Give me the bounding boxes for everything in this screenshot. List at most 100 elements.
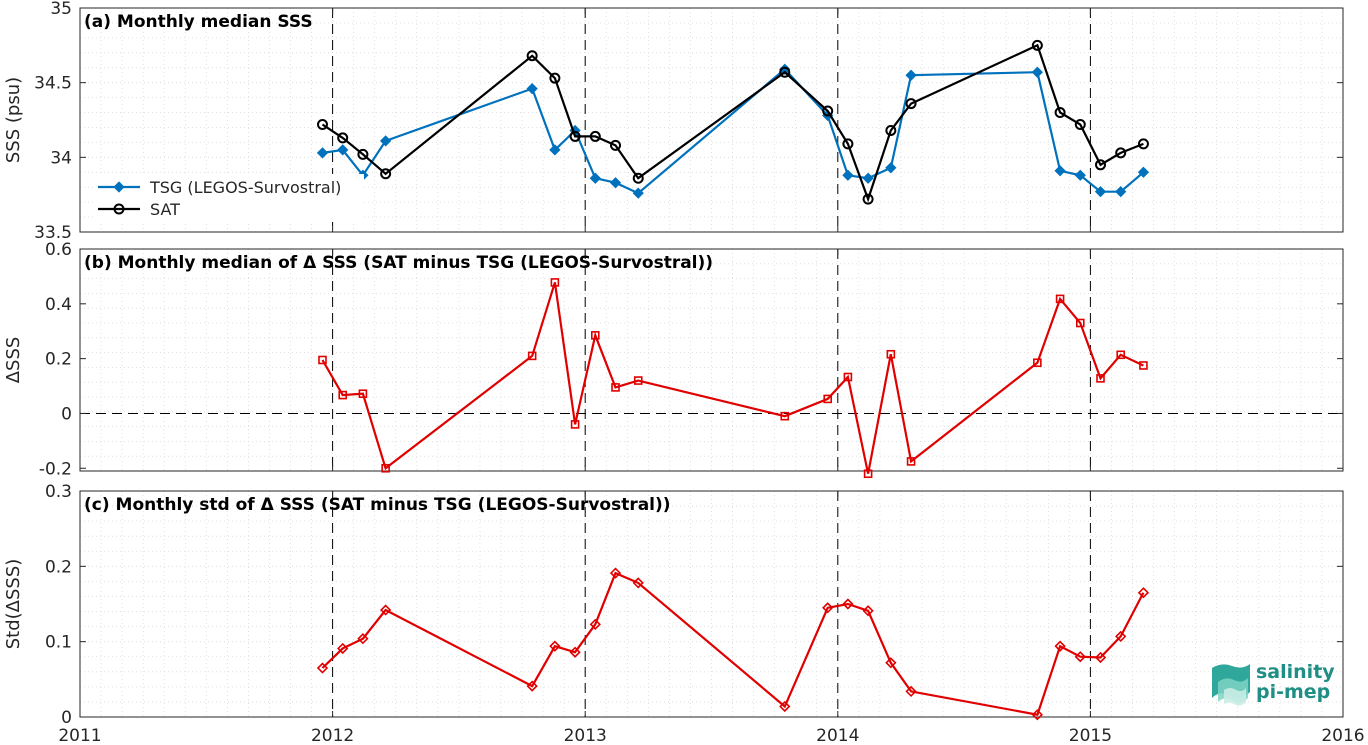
data-point xyxy=(1055,294,1065,304)
y-tick-label: 0.4 xyxy=(45,295,72,315)
data-point xyxy=(526,50,538,62)
series-delta xyxy=(316,567,1150,721)
data-point xyxy=(569,646,581,658)
data-point xyxy=(1031,66,1043,78)
data-point xyxy=(380,604,392,616)
data-point xyxy=(357,633,369,645)
data-point xyxy=(527,351,537,361)
data-point xyxy=(1031,39,1043,51)
data-point xyxy=(1137,138,1149,150)
series-sat xyxy=(316,39,1149,205)
data-point xyxy=(526,83,538,95)
data-point xyxy=(338,390,348,400)
data-point xyxy=(1115,630,1127,643)
data-point xyxy=(358,389,368,399)
y-tick-label: 33.5 xyxy=(34,223,72,243)
data-point xyxy=(549,640,561,652)
data-point xyxy=(1116,350,1126,360)
data-point xyxy=(1139,361,1148,370)
data-point xyxy=(589,618,601,630)
data-point xyxy=(549,144,561,156)
legend: TSG (LEGOS-Survostral) SAT xyxy=(96,174,364,222)
series-line xyxy=(321,571,1145,716)
data-point xyxy=(1094,186,1107,198)
y-tick-label: 34.5 xyxy=(34,74,72,94)
x-tick-label: 2013 xyxy=(564,726,607,745)
panel-a: 33.5 34 34.5 35 SSS (psu) (a) Monthly median … xyxy=(3,0,1344,243)
data-point xyxy=(589,130,601,142)
data-point xyxy=(779,66,791,78)
y-tick-label: 0.2 xyxy=(45,350,72,370)
series-delta xyxy=(318,278,1148,479)
data-point xyxy=(632,172,644,184)
data-point xyxy=(1094,651,1107,664)
data-point xyxy=(633,376,643,385)
data-point xyxy=(632,577,644,589)
data-point xyxy=(1115,147,1127,159)
data-point xyxy=(822,602,834,614)
data-point xyxy=(357,148,369,160)
data-point xyxy=(842,138,854,150)
data-point xyxy=(337,642,349,655)
data-point xyxy=(780,411,790,421)
data-point xyxy=(862,605,874,617)
data-point xyxy=(905,685,917,698)
y-tick-label: 0.6 xyxy=(45,240,72,260)
data-point xyxy=(570,420,580,429)
y-tick-label: 0 xyxy=(61,404,72,424)
data-point xyxy=(843,372,853,382)
data-point xyxy=(1031,709,1043,721)
data-point xyxy=(862,172,874,184)
axes-frame xyxy=(79,248,1344,472)
data-point xyxy=(1075,318,1085,328)
logo-text-salinity: salinity xyxy=(1256,661,1335,683)
series-line xyxy=(321,43,1144,203)
data-point xyxy=(1115,186,1127,198)
data-point xyxy=(1074,651,1086,663)
data-point xyxy=(842,598,854,610)
y-tick-label: 0 xyxy=(61,708,72,728)
data-point xyxy=(905,69,917,81)
data-point xyxy=(337,132,349,144)
logo-mark-icon xyxy=(1212,664,1250,706)
panels: 33.5 34 34.5 35 SSS (psu) (a) Monthly median … xyxy=(3,0,1344,728)
data-point xyxy=(886,349,896,359)
axes-frame xyxy=(79,7,1344,233)
data-point xyxy=(1137,587,1150,599)
data-point xyxy=(1096,374,1105,383)
data-point xyxy=(380,135,392,147)
data-point xyxy=(906,457,916,466)
x-tick-label: 2015 xyxy=(1069,726,1112,745)
legend-label: TSG (LEGOS-Survostral) xyxy=(149,178,341,197)
data-point xyxy=(1137,166,1150,178)
panel-title: (b) Monthly median of Δ SSS (SAT minus T… xyxy=(84,253,713,273)
data-point xyxy=(591,331,600,340)
y-tick-label: -0.2 xyxy=(39,459,72,479)
data-point xyxy=(1074,169,1086,181)
y-tick-label: 35 xyxy=(50,0,72,19)
data-point xyxy=(589,172,601,184)
logo-text-pimep: pi-mep xyxy=(1256,681,1330,703)
legend-item: SAT xyxy=(98,200,180,219)
data-point xyxy=(822,105,834,117)
x-tick-label: 2012 xyxy=(311,726,354,745)
data-point xyxy=(316,147,329,159)
data-point xyxy=(569,130,581,142)
data-point xyxy=(779,700,791,713)
x-tick-label: 2014 xyxy=(816,726,859,745)
data-point xyxy=(842,169,854,181)
data-point xyxy=(380,168,392,180)
x-axis-ticks: 2011 2012 2013 2014 2015 2016 xyxy=(58,726,1364,745)
legend-box xyxy=(96,174,364,222)
axes-frame xyxy=(79,490,1344,718)
data-point xyxy=(1095,159,1107,171)
data-point xyxy=(316,662,329,674)
data-point xyxy=(609,567,622,579)
panel-b: -0.2 0 0.2 0.4 0.6 ΔSSS (b) Monthly median of … xyxy=(3,240,1344,479)
series-line xyxy=(321,282,1144,474)
x-tick-label: 2016 xyxy=(1321,726,1364,745)
y-axis-label: ΔSSS xyxy=(3,337,24,384)
y-tick-label: 34 xyxy=(50,148,72,168)
data-point xyxy=(318,355,327,365)
